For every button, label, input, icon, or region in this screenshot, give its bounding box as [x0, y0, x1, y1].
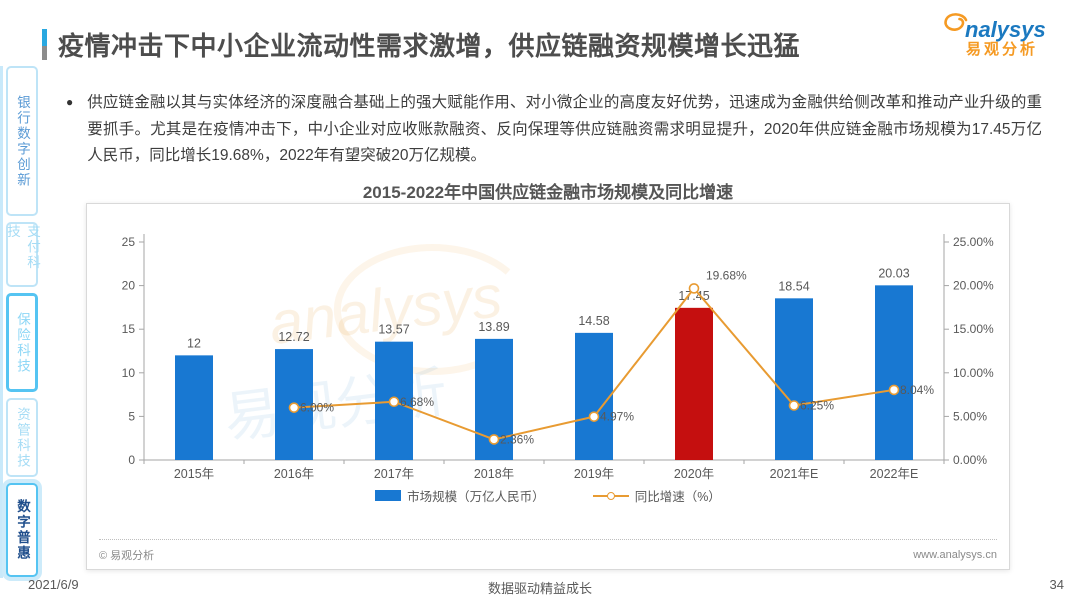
- legend-item-growth: 同比增速（%）: [592, 486, 721, 505]
- axis-right-label: 20.00%: [953, 279, 994, 293]
- x-label-2020年: 2020年: [674, 467, 714, 481]
- axis-left-label: 15: [122, 322, 136, 336]
- axis-left-label: 20: [122, 279, 136, 293]
- watermark-swirl-icon: [333, 244, 511, 376]
- x-label-2019年: 2019年: [574, 467, 614, 481]
- axis-left-label: 0: [128, 453, 135, 467]
- sidebar: 银行数字创新 支付科技 保险科技 资管科技 数字普惠: [5, 66, 40, 577]
- sidebar-item-asset-mgmt-tech[interactable]: 资管科技: [6, 398, 38, 477]
- logo-swirl-icon: [940, 12, 970, 41]
- sidebar-item-payment-tech[interactable]: 支付科技: [5, 222, 40, 287]
- x-label-2022年E: 2022年E: [870, 467, 919, 481]
- legend-item-market-size: 市场规模（万亿人民币）: [375, 486, 545, 505]
- marker-2017年: [388, 396, 400, 408]
- marker-2022年E: [888, 384, 900, 396]
- footer-page-number: 34: [1049, 577, 1064, 592]
- bar-label-2016年: 12.72: [278, 330, 309, 344]
- bar-label-2021年E: 18.54: [778, 279, 809, 293]
- legend-line-label: 同比增速（%）: [634, 490, 721, 504]
- chart-box: analysys 易观分析 25 20 15 10 5 0 25.00% 20.00% 15.00%…: [86, 203, 1010, 570]
- x-label-2016年: 2016年: [274, 467, 314, 481]
- logo-brand-cn: 易观分析: [966, 41, 1039, 58]
- bar-2015年: [175, 355, 213, 460]
- axis-left-label: 10: [122, 366, 136, 380]
- chart-legend: 市场规模（万亿人民币） 同比增速（%）: [87, 486, 1009, 505]
- sidebar-item-insurance-tech[interactable]: 保险科技: [6, 293, 38, 392]
- bar-label-2017年: 13.57: [378, 323, 409, 337]
- x-label-2017年: 2017年: [374, 467, 414, 481]
- x-label-2021年E: 2021年E: [770, 467, 819, 481]
- axis-left-label: 25: [122, 235, 136, 249]
- marker-2018年: [488, 434, 500, 445]
- analysys-logo: nalysys 易观分析: [940, 12, 1072, 57]
- bar-label-2019年: 14.58: [578, 314, 609, 328]
- x-label-2018年: 2018年: [474, 467, 514, 481]
- axis-right-label: 10.00%: [953, 366, 994, 380]
- page-title: 疫情冲击下中小企业流动性需求激增，供应链融资规模增长迅猛: [58, 31, 801, 61]
- axis-right-label: 5.00%: [953, 409, 987, 423]
- bar-2021年E: [775, 298, 813, 460]
- growth-label-2021年E: 6.25%: [800, 399, 834, 413]
- summary-text: 供应链金融以其与实体经济的深度融合基础上的强大赋能作用、对小微企业的高度友好优势…: [87, 94, 1042, 164]
- growth-label-2020年: 19.68%: [706, 268, 747, 282]
- axis-right-label: 15.00%: [953, 322, 994, 336]
- bullet-point-icon: ●: [66, 95, 74, 109]
- sidebar-item-digital-inclusion[interactable]: 数字普惠: [6, 483, 38, 577]
- bar-2022年E: [875, 285, 913, 460]
- bar-label-2018年: 13.89: [478, 320, 509, 334]
- marker-2016年: [288, 402, 300, 413]
- growth-label-2016年: 6.00%: [300, 401, 334, 415]
- title-accent-bar: [42, 29, 47, 60]
- legend-bar-label: 市场规模（万亿人民币）: [407, 490, 545, 504]
- footer-slogan: 数据驱动精益成长: [487, 581, 592, 596]
- marker-2020年: [688, 283, 700, 294]
- growth-label-2019年: 4.97%: [600, 410, 634, 424]
- axis-right-label: 0.00%: [953, 453, 987, 467]
- footer-date: 2021/6/9: [28, 577, 79, 592]
- sidebar-accent-strip: [0, 66, 3, 578]
- axis-right-label: 25.00%: [953, 235, 994, 249]
- header: 疫情冲击下中小企业流动性需求激增，供应链融资规模增长迅猛: [42, 26, 800, 63]
- growth-label-2018年: 2.36%: [500, 432, 534, 446]
- legend-bar-swatch: [375, 490, 402, 501]
- bar-2019年: [575, 332, 613, 460]
- bar-label-2015年: 12: [187, 336, 201, 350]
- logo-brand-latin: nalysys: [965, 17, 1046, 42]
- chart-footer: © 易观分析 www.analysys.cn: [99, 539, 997, 563]
- chart-website: www.analysys.cn: [913, 549, 997, 561]
- legend-line-swatch: [592, 491, 629, 500]
- bar-label-2022年E: 20.03: [878, 266, 909, 280]
- marker-2021年E: [788, 400, 800, 411]
- summary-bullet: ● 供应链金融以其与实体经济的深度融合基础上的强大赋能作用、对小微企业的高度友好…: [66, 90, 1042, 170]
- marker-2019年: [588, 411, 600, 422]
- combo-chart: analysys易观分析252015105025.00%20.00%15.00%…: [122, 234, 994, 481]
- growth-label-2022年E: 8.04%: [900, 383, 934, 397]
- chart-title: 2015-2022年中国供应链金融市场规模及同比增速: [362, 183, 734, 202]
- x-label-2015年: 2015年: [174, 467, 214, 481]
- axis-left-label: 5: [128, 409, 135, 423]
- bar-2020年: [675, 307, 713, 460]
- growth-label-2017年: 6.68%: [400, 395, 434, 409]
- chart-copyright: © 易观分析: [99, 550, 155, 562]
- sidebar-item-bank-digital[interactable]: 银行数字创新: [6, 66, 38, 216]
